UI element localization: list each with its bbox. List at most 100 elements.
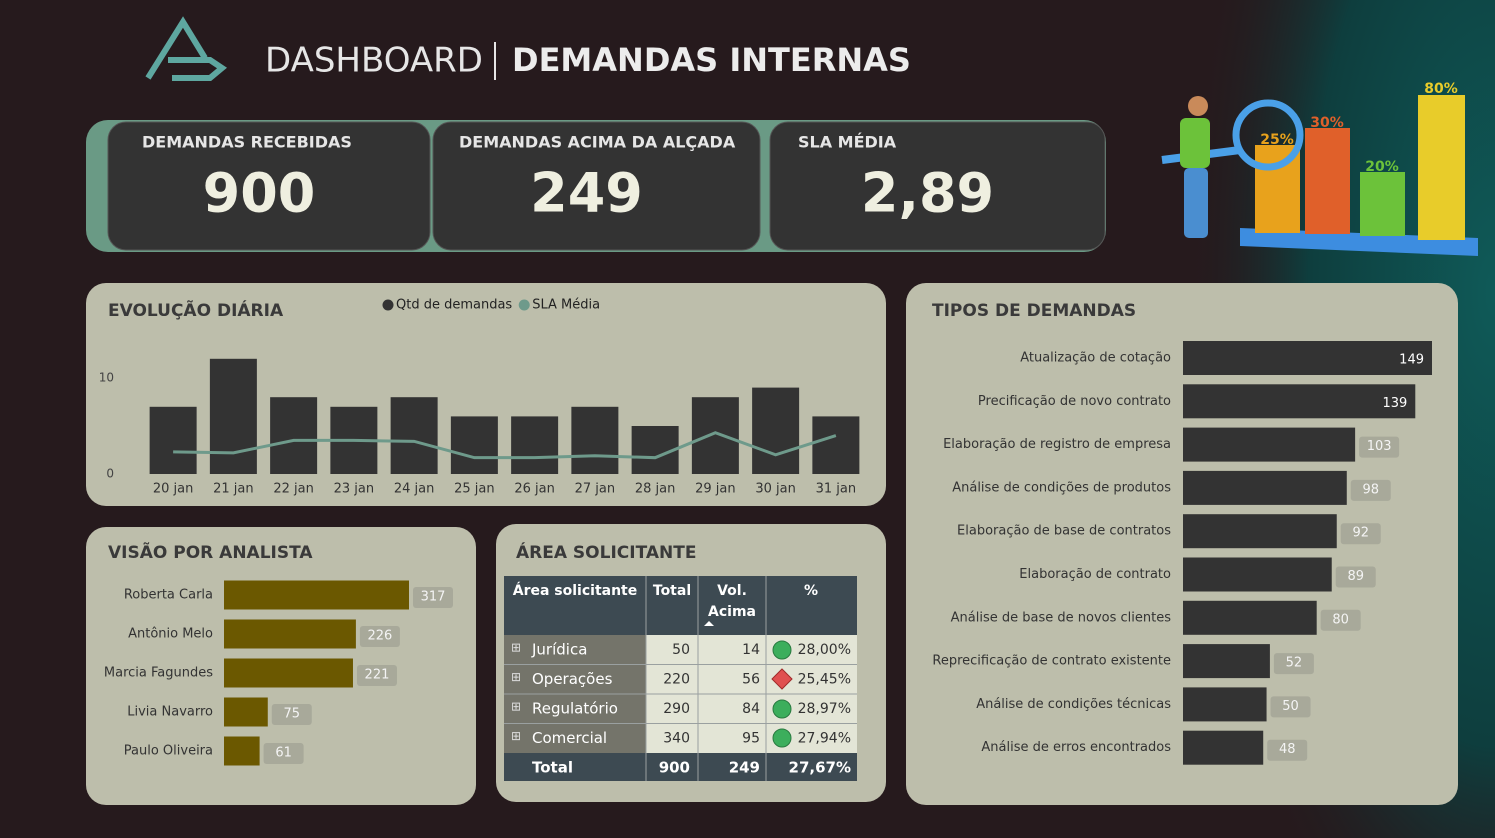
x-tick-label: 21 jan [213,482,254,497]
bar [1183,687,1267,722]
data-label-bg [1273,653,1314,675]
data-label: 98 [1362,482,1379,497]
data-label-bg [263,743,304,764]
data-label-bg [271,704,312,725]
bar [1183,557,1332,592]
kpi-value: 900 [203,162,316,225]
bar [691,397,739,474]
kpi-label: SLA MÉDIA [798,133,897,152]
bar [1183,427,1356,462]
table-cell: Jurídica [531,641,587,659]
line [173,431,837,460]
legend-label: SLA Média [532,298,600,313]
status-icons [771,640,793,748]
x-tick-label: 22 jan [273,482,314,497]
data-label: 103 [1367,439,1392,454]
bar [1183,384,1416,419]
table-grid [504,576,857,781]
illustration-label: 80% [1424,81,1458,97]
data-label-bg [1350,479,1391,501]
table-cell: 14 [742,642,760,658]
data-label: 226 [367,629,392,644]
bar [149,406,197,474]
x-tick-label: 29 jan [695,482,736,497]
data-label: 48 [1279,742,1296,757]
y-category-label: Análise de condições técnicas [976,697,1171,712]
x-tick-label: 26 jan [514,482,555,497]
kpi-label: DEMANDAS ACIMA DA ALÇADA [459,133,736,152]
data-label: 52 [1286,656,1303,671]
bar [224,736,260,766]
bar [812,416,860,474]
legend-label: Qtd de demandas [396,298,512,313]
bar [390,397,438,474]
bar [1183,730,1264,765]
table-cell: 220 [663,672,690,688]
table-total-bg [504,753,857,781]
table-total: 249 [729,759,760,777]
data-label-bg [1267,739,1308,761]
y-category-label: Antônio Melo [128,627,213,642]
y-category-label: Elaboração de registro de empresa [943,437,1171,452]
data-label: 149 [1399,353,1424,368]
y-category-label: Reprecificação de contrato existente [932,654,1171,669]
expand-icon: ⊞ [511,641,521,655]
bar [1183,470,1347,505]
sort-icon [704,621,714,626]
data-label: 92 [1352,526,1369,541]
panel-title: TIPOS DE DEMANDAS [932,301,1136,321]
bar [571,406,619,474]
bar [224,619,356,649]
table-cell: 50 [672,642,690,658]
expand-icon: ⊞ [511,700,521,714]
illustration-label: 25% [1260,132,1294,148]
data-label-bg [1335,566,1376,588]
table-total: 900 [659,759,690,777]
expand-icon: ⊞ [511,670,521,684]
bar [224,658,353,688]
logo [145,16,228,81]
legend-marker [518,299,530,311]
kpi-label: DEMANDAS RECEBIDAS [142,133,352,152]
kpi-value: 249 [530,162,643,225]
y-category-label: Livia Navarro [127,705,213,720]
data-label-bg [1340,523,1381,545]
data-label-bg [359,626,400,647]
data-label: 75 [283,707,300,722]
table-cell: 84 [742,701,760,717]
table-cell: 28,00% [798,642,851,658]
illustration [1161,95,1478,256]
y-category-label: Paulo Oliveira [124,744,213,759]
y-category-label: Análise de condições de produtos [952,480,1171,495]
illustration-label: 20% [1365,159,1399,175]
data-label-bg [356,665,397,686]
table: Área solicitante Total Vol. Acima% ⊞ Jurídica… [511,582,851,777]
x-tick-label: 27 jan [575,482,616,497]
kpi-value: 2,89 [861,162,994,225]
bar [511,416,559,474]
table-cell: Operações [532,670,613,688]
data-label-bg [1270,696,1311,718]
y-category-label: Análise de base de novos clientes [951,610,1172,625]
data-label: 50 [1282,699,1299,714]
data-label: 61 [275,746,292,761]
title: DEMANDAS INTERNAS [512,41,911,79]
table-header: Vol. Acima [708,583,756,620]
data-label-bg [1320,609,1361,631]
y-category-label: Atualização de cotação [1020,351,1171,366]
table-cell: 56 [742,672,760,688]
x-tick-label: 31 jan [816,482,857,497]
data-label: 221 [365,668,390,683]
y-category-label: Elaboração de contrato [1019,567,1171,582]
table-total: Total [532,759,573,777]
bar [270,397,318,474]
panel-title: VISÃO POR ANALISTA [108,540,313,563]
table-cell: 290 [663,701,690,717]
data-label: 317 [421,590,446,605]
x-tick-label: 24 jan [394,482,435,497]
y-category-label: Roberta Carla [124,588,213,603]
x-tick-label: 25 jan [454,482,495,497]
table-header: % [804,583,818,599]
